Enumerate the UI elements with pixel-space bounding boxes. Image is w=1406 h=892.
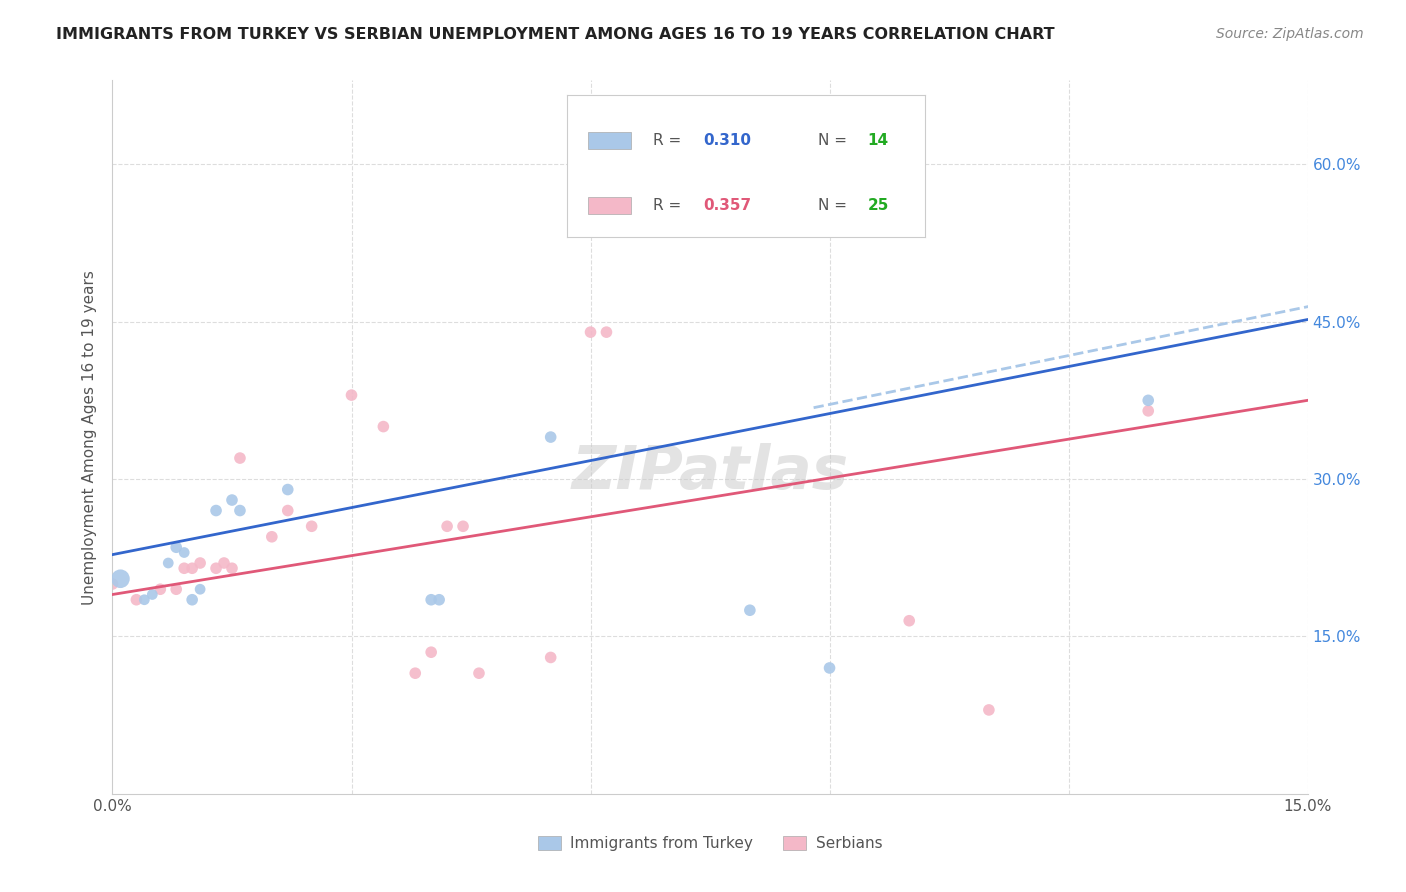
Point — [173, 545, 195, 559]
Point — [451, 519, 474, 533]
Point — [340, 388, 363, 402]
Point — [301, 519, 323, 533]
Point — [277, 503, 299, 517]
Point — [165, 541, 187, 555]
Point — [260, 530, 283, 544]
Point — [149, 582, 172, 597]
Point — [173, 561, 195, 575]
Point — [157, 556, 180, 570]
Point — [205, 503, 228, 517]
Legend: Immigrants from Turkey, Serbians: Immigrants from Turkey, Serbians — [531, 830, 889, 857]
Point — [1137, 393, 1160, 408]
Point — [436, 519, 458, 533]
Point — [134, 592, 156, 607]
Text: Source: ZipAtlas.com: Source: ZipAtlas.com — [1216, 27, 1364, 41]
Point — [427, 592, 450, 607]
Point — [221, 493, 243, 508]
Point — [221, 561, 243, 575]
Point — [540, 650, 562, 665]
Point — [404, 666, 426, 681]
Point — [277, 483, 299, 497]
Point — [141, 587, 163, 601]
Point — [1137, 404, 1160, 418]
Point — [579, 325, 602, 339]
Point — [181, 592, 204, 607]
Point — [818, 661, 841, 675]
Point — [188, 582, 211, 597]
Point — [738, 603, 761, 617]
Text: IMMIGRANTS FROM TURKEY VS SERBIAN UNEMPLOYMENT AMONG AGES 16 TO 19 YEARS CORRELA: IMMIGRANTS FROM TURKEY VS SERBIAN UNEMPL… — [56, 27, 1054, 42]
Point — [420, 645, 443, 659]
Point — [212, 556, 235, 570]
Point — [110, 572, 132, 586]
Point — [181, 561, 204, 575]
Point — [373, 419, 395, 434]
Point — [188, 556, 211, 570]
Point — [420, 592, 443, 607]
Point — [229, 503, 252, 517]
Y-axis label: Unemployment Among Ages 16 to 19 years: Unemployment Among Ages 16 to 19 years — [82, 269, 97, 605]
Point — [101, 577, 124, 591]
Point — [125, 592, 148, 607]
Point — [595, 325, 617, 339]
Point — [898, 614, 921, 628]
Point — [540, 430, 562, 444]
Point — [229, 451, 252, 466]
Point — [977, 703, 1000, 717]
Point — [165, 582, 187, 597]
Text: ZIPatlas: ZIPatlas — [571, 443, 849, 502]
Point — [205, 561, 228, 575]
Point — [468, 666, 491, 681]
